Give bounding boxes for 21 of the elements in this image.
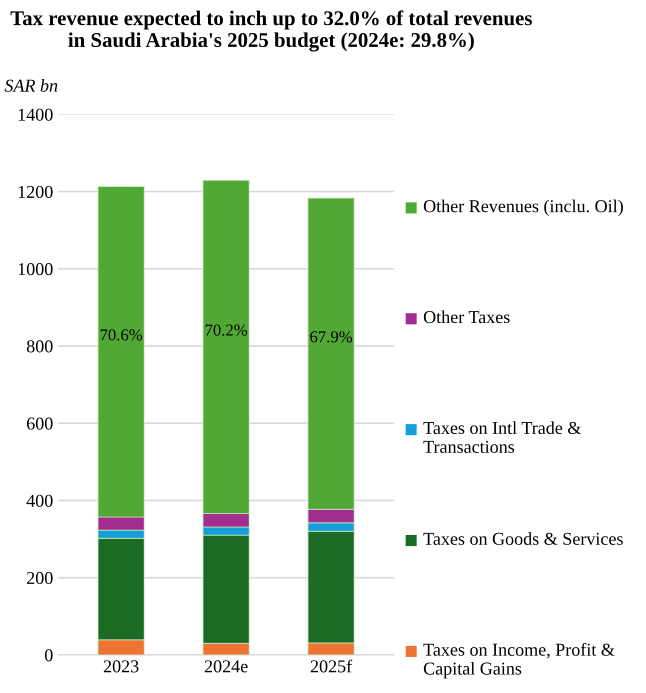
legend-label: Taxes on Intl Trade & Transactions xyxy=(423,421,582,453)
legend-label: Taxes on Income, Profit & Capital Gains xyxy=(423,642,615,678)
y-axis-title: SAR bn xyxy=(4,79,58,92)
y-tick-label: 1200 xyxy=(18,186,53,198)
x-tick-label: 2025f xyxy=(310,660,352,672)
y-tick-label: 800 xyxy=(26,340,53,352)
y-tick-label: 400 xyxy=(26,494,53,507)
chart-title: Tax revenue expected to inch up to 32.0% of total revenues in Saudi Arabia's 2025 budget (2024e: 29.8%) xyxy=(10,10,532,52)
annotation: 70.6% xyxy=(100,329,142,341)
y-tick-label: 0 xyxy=(44,649,53,662)
y-tick-label: 200 xyxy=(26,572,53,584)
y-tick-label: 1400 xyxy=(18,108,53,121)
y-tick-label: 1000 xyxy=(18,263,53,276)
x-tick-label: 2024e xyxy=(204,660,248,672)
annotation: 67.9% xyxy=(310,331,352,343)
legend-label: Taxes on Goods & Services xyxy=(423,532,623,545)
y-tick-label: 600 xyxy=(26,417,53,430)
annotation: 70.2% xyxy=(206,324,248,336)
legend-label: Other Revenues (inclu. Oil) xyxy=(424,200,623,216)
legend-label: Other Taxes xyxy=(424,310,510,324)
x-tick-label: 2023 xyxy=(104,660,138,672)
